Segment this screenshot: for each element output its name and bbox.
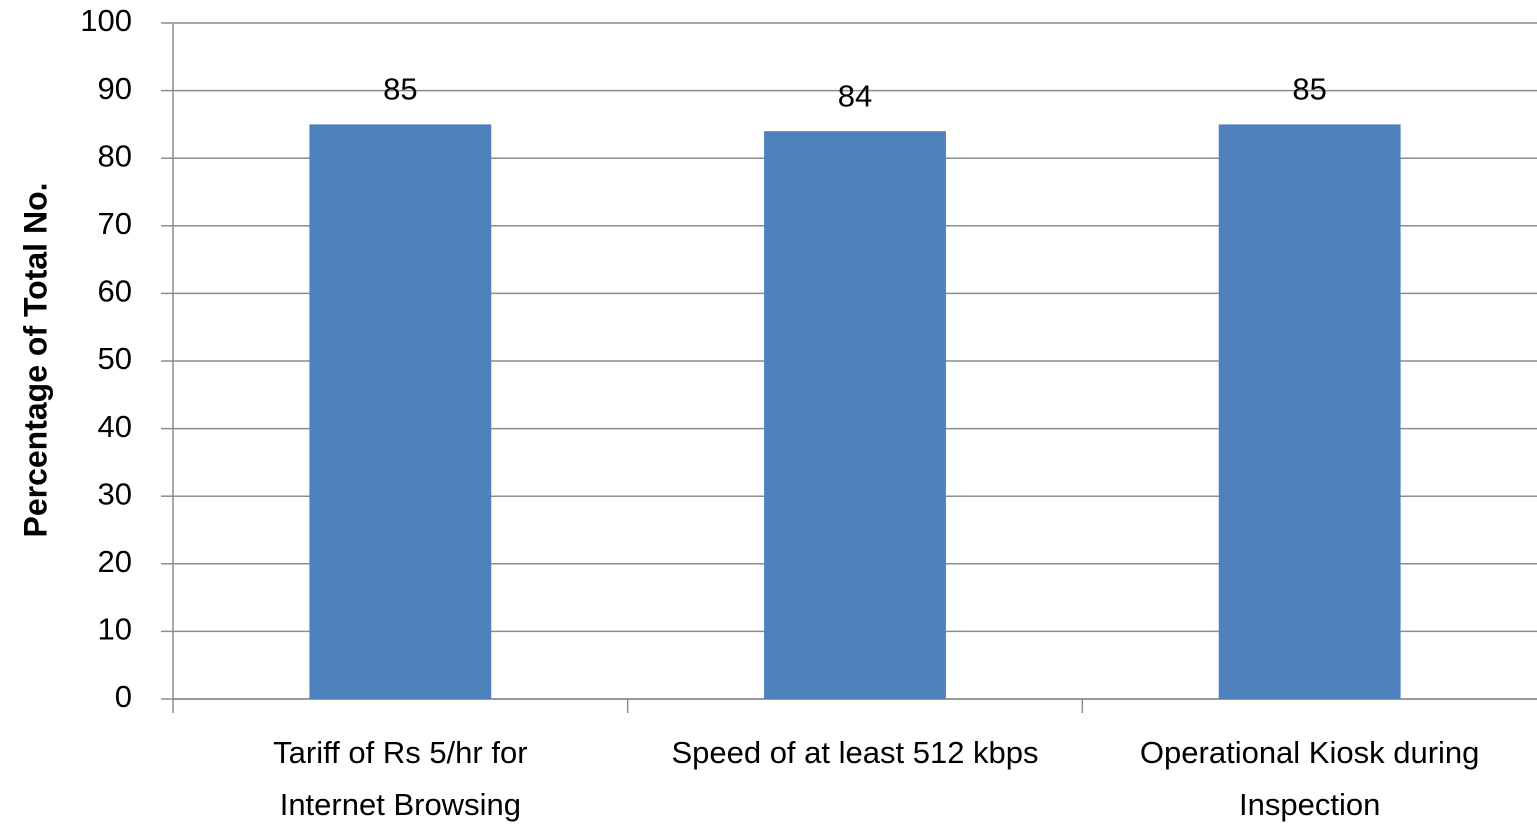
value-label: 85 [383,72,417,107]
bar [1218,124,1401,699]
bar [309,124,492,699]
x-tick-label: Tariff of Rs 5/hr for [273,735,527,770]
y-tick-label: 80 [98,138,132,173]
x-tick-label: Operational Kiosk during [1140,735,1479,770]
y-axis-title: Percentage of Total No. [17,182,53,537]
y-tick-label: 20 [98,544,132,579]
y-tick-label: 30 [98,476,132,511]
x-tick-label: Inspection [1239,787,1380,822]
bar [764,131,946,699]
y-tick-label: 70 [98,206,132,241]
y-tick-label: 100 [80,3,132,38]
y-tick-label: 90 [98,71,132,106]
value-label: 84 [838,78,872,113]
x-tick-label: Speed of at least 512 kbps [671,735,1038,770]
y-tick-label: 50 [98,341,132,376]
y-tick-label: 40 [98,409,132,444]
y-tick-label: 60 [98,274,132,309]
y-tick-label: 0 [115,679,132,714]
x-tick-label: Internet Browsing [280,787,521,822]
value-label: 85 [1292,72,1326,107]
y-tick-label: 10 [98,612,132,647]
